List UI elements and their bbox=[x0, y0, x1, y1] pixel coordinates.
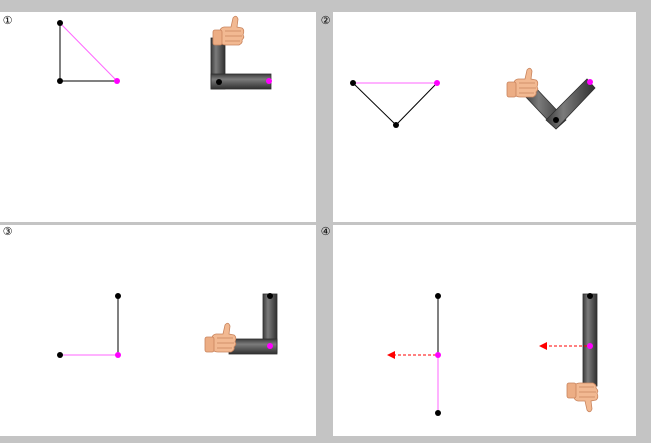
panel-2-arm-end-effector bbox=[587, 79, 593, 85]
panel-1 bbox=[0, 12, 316, 222]
thumbs-up-hand-icon bbox=[506, 67, 539, 98]
panel-4-end-effector bbox=[435, 352, 441, 358]
panel-2-arm-joint bbox=[553, 117, 559, 123]
panel-2-linkage bbox=[350, 80, 440, 128]
panel-3-arm-end-effector bbox=[267, 343, 273, 349]
panel-3-arm-joint bbox=[267, 293, 273, 299]
panel-1-reach-line bbox=[59, 22, 118, 82]
panel-2-arm-model bbox=[506, 67, 596, 130]
panel-4-arm-model bbox=[539, 293, 599, 413]
panel-3-top-joint bbox=[115, 293, 121, 299]
panel-2-left-link bbox=[352, 82, 397, 126]
thumbs-up-hand-icon bbox=[204, 322, 237, 353]
panel-3-arm-model bbox=[204, 293, 278, 355]
panel-2-number: ② bbox=[320, 14, 331, 27]
panel-2-end-effector bbox=[434, 80, 440, 86]
panel-4-bottom-joint bbox=[435, 410, 441, 416]
panel-1-arm-joint bbox=[216, 79, 222, 85]
panel-3-end-effector bbox=[115, 352, 121, 358]
panel-1-arm-model bbox=[210, 15, 272, 90]
thumbs-up-hand-icon bbox=[212, 15, 245, 46]
panel-4-linkage bbox=[387, 293, 441, 416]
panel-4-arm-segment bbox=[582, 293, 598, 387]
panel-1-linkage bbox=[57, 20, 120, 84]
panel-1-number: ① bbox=[2, 14, 13, 27]
panel-2-left-joint bbox=[350, 80, 356, 86]
panel-3-linkage bbox=[57, 293, 121, 358]
panel-4-arm-joint bbox=[587, 293, 593, 299]
thumbs-up-hand-icon bbox=[566, 382, 599, 413]
panel-4-arm-end-effector bbox=[587, 343, 593, 349]
panel-1-end-effector bbox=[114, 78, 120, 84]
panel-3-number: ③ bbox=[2, 225, 13, 238]
panel-1-elbow-joint bbox=[57, 78, 63, 84]
panel-2 bbox=[333, 12, 636, 222]
panel-3-left-joint bbox=[57, 352, 63, 358]
panel-4-top-joint bbox=[435, 293, 441, 299]
panel-2-bottom-joint bbox=[393, 122, 399, 128]
panel-1-arm-end-effector bbox=[266, 78, 272, 84]
panel-2-right-link bbox=[395, 82, 438, 126]
panel-2-arm-right-segment bbox=[545, 78, 596, 130]
panel-1-top-joint bbox=[57, 20, 63, 26]
panel-4-number: ④ bbox=[320, 225, 331, 238]
